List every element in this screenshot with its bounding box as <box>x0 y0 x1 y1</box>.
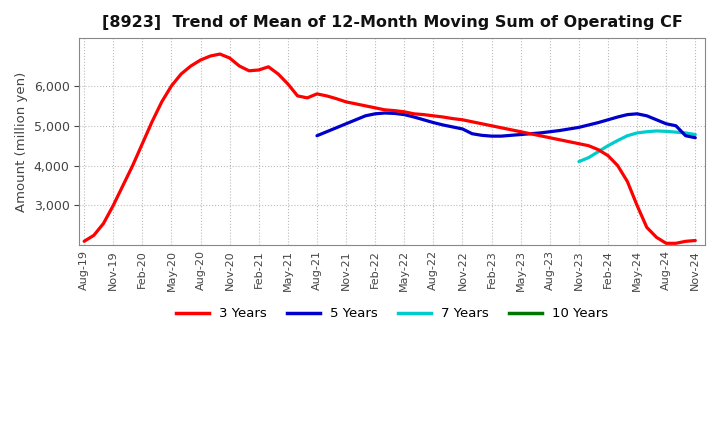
Legend: 3 Years, 5 Years, 7 Years, 10 Years: 3 Years, 5 Years, 7 Years, 10 Years <box>171 302 614 326</box>
Y-axis label: Amount (million yen): Amount (million yen) <box>15 72 28 212</box>
Title: [8923]  Trend of Mean of 12-Month Moving Sum of Operating CF: [8923] Trend of Mean of 12-Month Moving … <box>102 15 683 30</box>
